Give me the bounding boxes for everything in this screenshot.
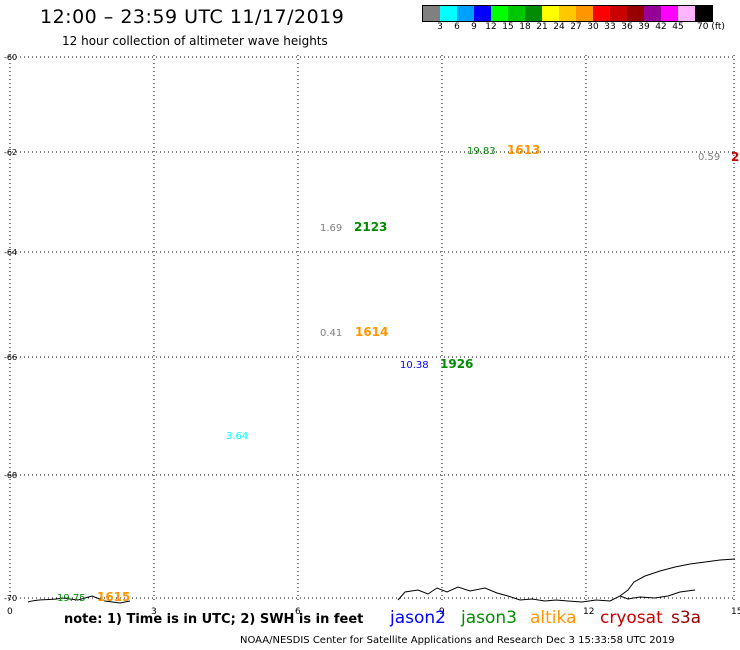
legend-tick-label: 3 [437, 22, 443, 32]
legend-tick-label: 18 [519, 22, 531, 32]
legend-swatch [559, 6, 576, 21]
observation-time: 1615 [97, 590, 130, 604]
satellite-label-jason2: jason2 [390, 608, 446, 628]
map-title: 12:00 – 23:59 UTC 11/17/2019 [40, 6, 345, 28]
longitude-label: 3 [151, 607, 157, 617]
antarctic-coastline-east [397, 558, 736, 603]
antarctic-coastline [27, 595, 131, 604]
legend-swatch [661, 6, 678, 21]
legend-swatch [457, 6, 474, 21]
longitude-label: 6 [295, 607, 301, 617]
wave-height-value: 19.75 [57, 593, 86, 604]
observation-time: 1614 [355, 325, 388, 339]
legend-swatch [542, 6, 559, 21]
note-text: note: 1) Time is in UTC; 2) SWH is in fe… [64, 612, 364, 627]
map-subtitle: 12 hour collection of altimeter wave hei… [62, 34, 328, 48]
latitude-label: -68 [4, 471, 17, 480]
legend-tick-label: 33 [604, 22, 616, 32]
footer-credit: NOAA/NESDIS Center for Satellite Applica… [240, 635, 675, 646]
wave-height-value: 1.69 [320, 223, 342, 234]
legend-tick-label: 24 [553, 22, 565, 32]
longitude-label: 15 [731, 607, 740, 617]
legend-swatch [525, 6, 542, 21]
legend-tick-label: 9 [471, 22, 477, 32]
grid-lines [8, 55, 736, 602]
observation-time: 1613 [507, 143, 540, 157]
legend-swatch [576, 6, 593, 21]
legend-tick-label: 39 [638, 22, 650, 32]
wave-height-value: 0.59 [698, 152, 720, 163]
wave-height-value: 10.38 [400, 360, 429, 371]
legend-tick-label: 12 [485, 22, 497, 32]
legend-tick-label: 70 (ft) [697, 22, 725, 32]
coastline-detail [619, 589, 696, 600]
legend-tick-label: 15 [502, 22, 514, 32]
legend-tick-label: 36 [621, 22, 633, 32]
latitude-label: -64 [4, 248, 17, 257]
legend-swatch [627, 6, 644, 21]
legend-swatch [593, 6, 610, 21]
legend-swatch [491, 6, 508, 21]
legend-tick-label: 6 [454, 22, 460, 32]
satellite-label-s3a: s3a [671, 608, 702, 628]
latitude-labels: -60 -62 -64 -66 -68 -70 [4, 53, 17, 603]
wave-height-value: 0.41 [320, 328, 342, 339]
longitude-label: 9 [439, 607, 445, 617]
legend-swatch [695, 6, 712, 21]
wave-height-value: 3.64 [226, 431, 248, 442]
observation-time: 1926 [440, 357, 473, 371]
observations: 19.83 1613 0.59 2 1.69 2123 0.41 1614 10.38 1926 3… [57, 143, 739, 604]
observation-time: 2123 [354, 220, 387, 234]
latitude-label: -66 [4, 353, 17, 362]
latitude-label: -62 [4, 148, 17, 157]
legend-swatch [508, 6, 525, 21]
legend-swatch [440, 6, 457, 21]
satellite-label-jason3: jason3 [461, 608, 517, 628]
longitude-label: 12 [583, 607, 594, 617]
legend-swatch [644, 6, 661, 21]
latitude-label: -60 [4, 53, 17, 62]
legend-tick-label: 30 [587, 22, 599, 32]
legend-tick-label: 27 [570, 22, 582, 32]
satellite-label-altika: altika [530, 608, 577, 628]
wave-height-color-legend [422, 5, 713, 22]
legend-swatch [678, 6, 695, 21]
legend-swatch [610, 6, 627, 21]
satellite-label-cryosat: cryosat [600, 608, 663, 628]
legend-swatch [423, 6, 440, 21]
legend-tick-label: 45 [672, 22, 684, 32]
latitude-label: -70 [4, 594, 17, 603]
longitude-label: 0 [7, 607, 13, 617]
longitude-labels: 0 3 6 9 12 15 [7, 607, 740, 617]
wave-height-value: 19.83 [467, 146, 496, 157]
legend-swatch [474, 6, 491, 21]
legend-tick-label: 42 [655, 22, 667, 32]
observation-time: 2 [731, 150, 739, 164]
legend-tick-label: 21 [536, 22, 548, 32]
